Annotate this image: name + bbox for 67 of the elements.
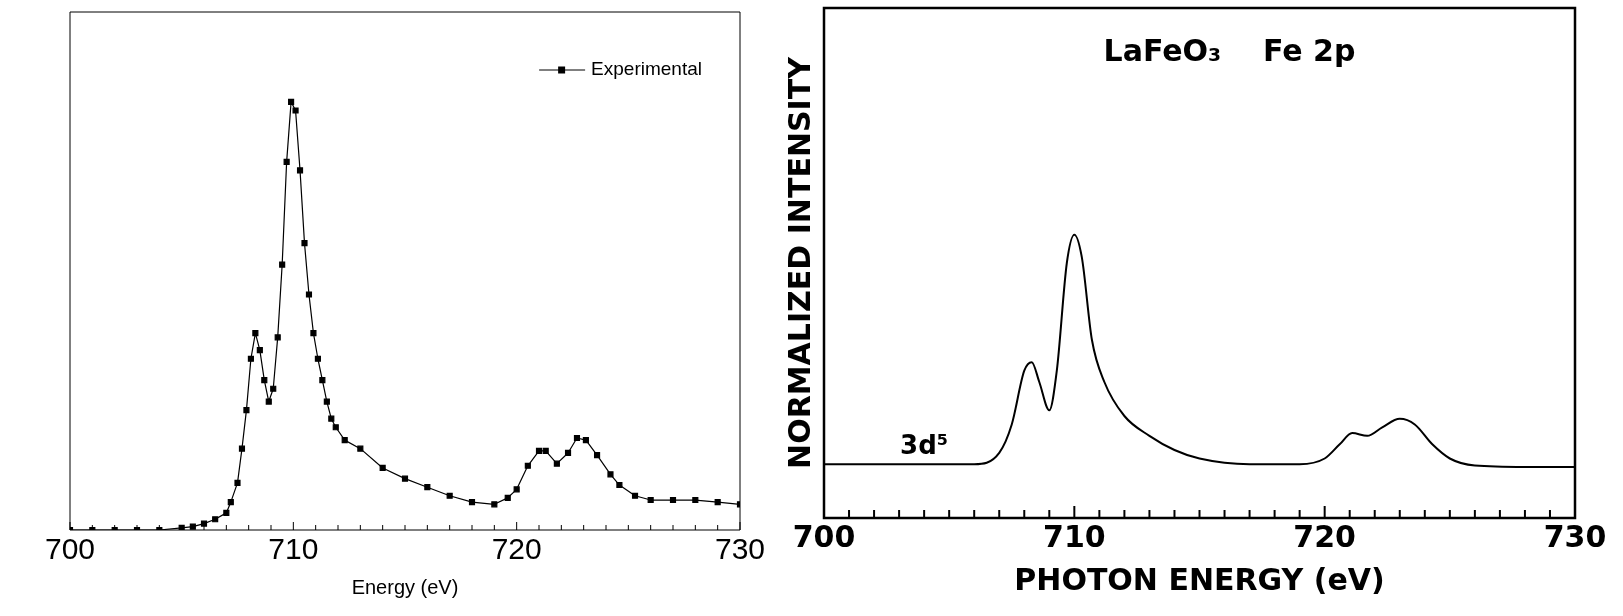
point [301, 240, 308, 247]
point [524, 462, 531, 469]
point [234, 479, 241, 486]
point [607, 471, 614, 478]
point [283, 158, 290, 165]
x-tick-label: 710 [1043, 518, 1106, 554]
point [314, 355, 321, 362]
point [261, 377, 268, 384]
x-tick-label: 730 [714, 532, 766, 566]
point [341, 437, 348, 444]
legend-label: Experimental [591, 58, 703, 80]
point [631, 492, 639, 499]
x-tick-label: 700 [44, 532, 96, 566]
point [714, 499, 721, 506]
point [270, 385, 277, 392]
point [357, 445, 364, 452]
point [227, 499, 234, 506]
point [593, 452, 601, 459]
point [212, 516, 219, 523]
point [243, 407, 250, 414]
point [223, 509, 230, 516]
point [323, 398, 330, 405]
point [247, 355, 254, 362]
point [319, 377, 326, 384]
point [189, 523, 196, 530]
point [252, 330, 259, 337]
point [564, 449, 572, 457]
point [553, 460, 560, 467]
x-axis-title: PHOTON ENERGY (eV) [1014, 561, 1385, 597]
annotation: 3d⁵ [900, 429, 949, 460]
point [328, 415, 335, 422]
text: LaFeO₃ Fe 2p [1103, 32, 1356, 68]
point [424, 484, 431, 491]
point [468, 499, 476, 506]
point [279, 261, 286, 268]
point [692, 496, 699, 504]
point [647, 496, 654, 504]
point [288, 98, 295, 105]
point [305, 291, 313, 298]
point [292, 107, 299, 114]
x-tick-label: 730 [1543, 518, 1607, 554]
point [573, 434, 581, 442]
x-tick-label: 700 [792, 518, 856, 554]
point [513, 486, 520, 493]
x-tick-label: 710 [268, 532, 319, 566]
point [296, 167, 304, 174]
point [504, 494, 511, 501]
x-tick-label: 720 [491, 532, 542, 566]
point [401, 475, 409, 482]
x-axis-title: Energy (eV) [351, 575, 459, 598]
point [274, 334, 281, 341]
y-axis-title: NORMALIZED INTENSITY [781, 55, 817, 469]
point [332, 424, 339, 431]
point [542, 447, 549, 454]
point [200, 520, 208, 527]
point [265, 398, 272, 405]
point [616, 481, 623, 489]
point [535, 447, 543, 454]
point [669, 496, 677, 504]
point [379, 464, 386, 471]
point [256, 347, 263, 354]
point [582, 437, 589, 444]
x-tick-label: 720 [1293, 518, 1356, 554]
point [310, 330, 317, 337]
point [446, 492, 453, 499]
point [491, 501, 498, 508]
point [238, 445, 246, 452]
